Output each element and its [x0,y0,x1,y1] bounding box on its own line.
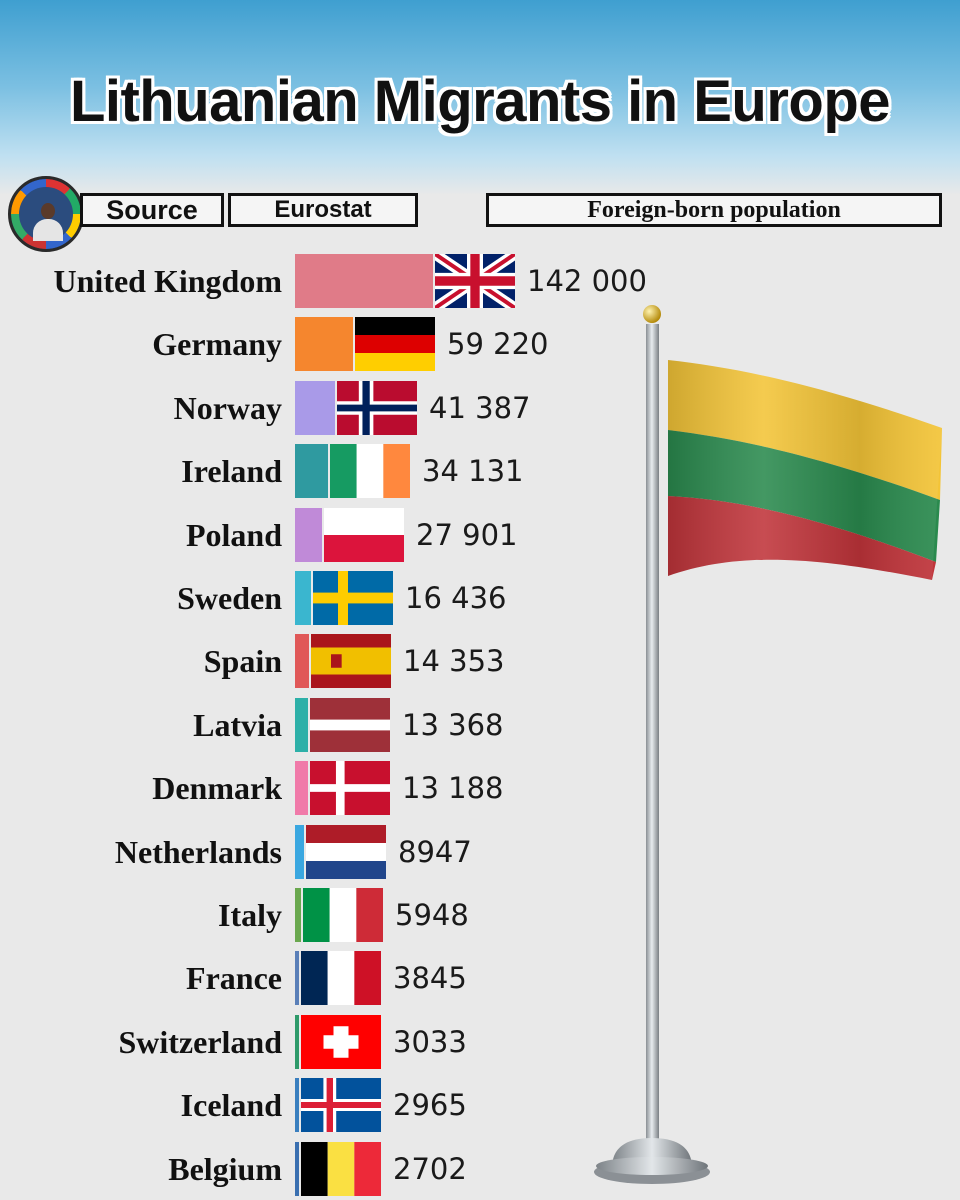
bar-denmark [295,761,308,816]
value-label-poland: 27 901 [416,517,518,552]
lithuania-flag-icon [594,305,942,1184]
value-label-france: 3845 [393,961,467,996]
lithuania-flagpole [560,300,960,1200]
belgium-flag-icon [301,1141,381,1196]
bar-sweden [295,571,311,625]
country-label-italy: Italy [218,897,282,933]
country-label-poland: Poland [185,516,282,553]
bar-poland [295,507,322,562]
spain-flag-icon [311,634,391,689]
value-label-italy: 5948 [395,898,469,932]
value-label-iceland: 2965 [393,1088,467,1123]
bar-latvia [295,697,308,752]
country-label-united-kingdom: United Kingdom [53,263,282,299]
value-label-sweden: 16 436 [405,581,507,615]
source-value: Eurostat [228,193,418,227]
italy-flag-icon [303,888,383,942]
value-label-spain: 14 353 [403,644,505,679]
pole-base-top [596,1157,708,1175]
page-title: Lithuanian Migrants in Europe [69,69,891,134]
country-label-iceland: Iceland [180,1087,282,1124]
logo-inner [19,187,73,241]
logo-person-body [33,219,63,241]
poland-flag-icon [324,507,404,562]
country-label-switzerland: Switzerland [118,1023,282,1060]
sweden-flag-icon [313,571,393,625]
value-label-belgium: 2702 [393,1151,467,1186]
country-label-sweden: Sweden [177,580,282,616]
switzerland-flag-icon [301,1014,381,1069]
country-label-netherlands: Netherlands [114,833,282,870]
channel-logo-icon [8,176,84,252]
latvia-flag-icon [310,697,390,752]
header-background [0,0,960,195]
value-label-united-kingdom: 142 000 [527,264,647,298]
value-label-switzerland: 3033 [393,1024,467,1059]
value-label-denmark: 13 188 [402,771,504,806]
value-label-netherlands: 8947 [398,834,472,869]
norway-flag-icon [337,380,417,435]
value-label-latvia: 13 368 [402,707,504,742]
bar-ireland [295,444,328,499]
bar-switzerland [295,1014,299,1069]
source-label: Source [80,193,224,227]
france-flag-icon [301,951,381,1006]
logo-person-head [41,203,55,219]
bar-netherlands [295,824,304,879]
country-label-spain: Spain [203,643,282,680]
measure-label: Foreign-born population [486,193,942,227]
value-label-germany: 59 220 [447,327,549,362]
value-label-ireland: 34 131 [422,454,524,489]
bar-iceland [295,1078,299,1133]
country-label-norway: Norway [173,389,282,426]
bar-germany [295,317,353,372]
iceland-flag-icon [301,1078,381,1133]
uk-flag-icon [435,254,515,308]
bar-belgium [295,1141,299,1196]
country-label-france: France [186,960,282,997]
flag-shading [668,360,942,580]
pole-shaft [646,324,659,1144]
netherlands-flag-icon [306,824,386,879]
country-label-denmark: Denmark [152,770,282,807]
germany-flag-icon [355,317,435,372]
ireland-flag-icon [330,444,410,499]
bar-italy [295,888,301,942]
country-label-ireland: Ireland [181,453,282,490]
country-label-latvia: Latvia [193,706,282,743]
bar-france [295,951,299,1006]
country-label-germany: Germany [152,326,282,363]
bar-norway [295,380,335,435]
value-label-norway: 41 387 [429,390,531,425]
pole-finial [643,305,661,323]
bar-united-kingdom [295,254,433,308]
country-label-belgium: Belgium [168,1150,282,1187]
bar-spain [295,634,309,689]
denmark-flag-icon [310,761,390,816]
